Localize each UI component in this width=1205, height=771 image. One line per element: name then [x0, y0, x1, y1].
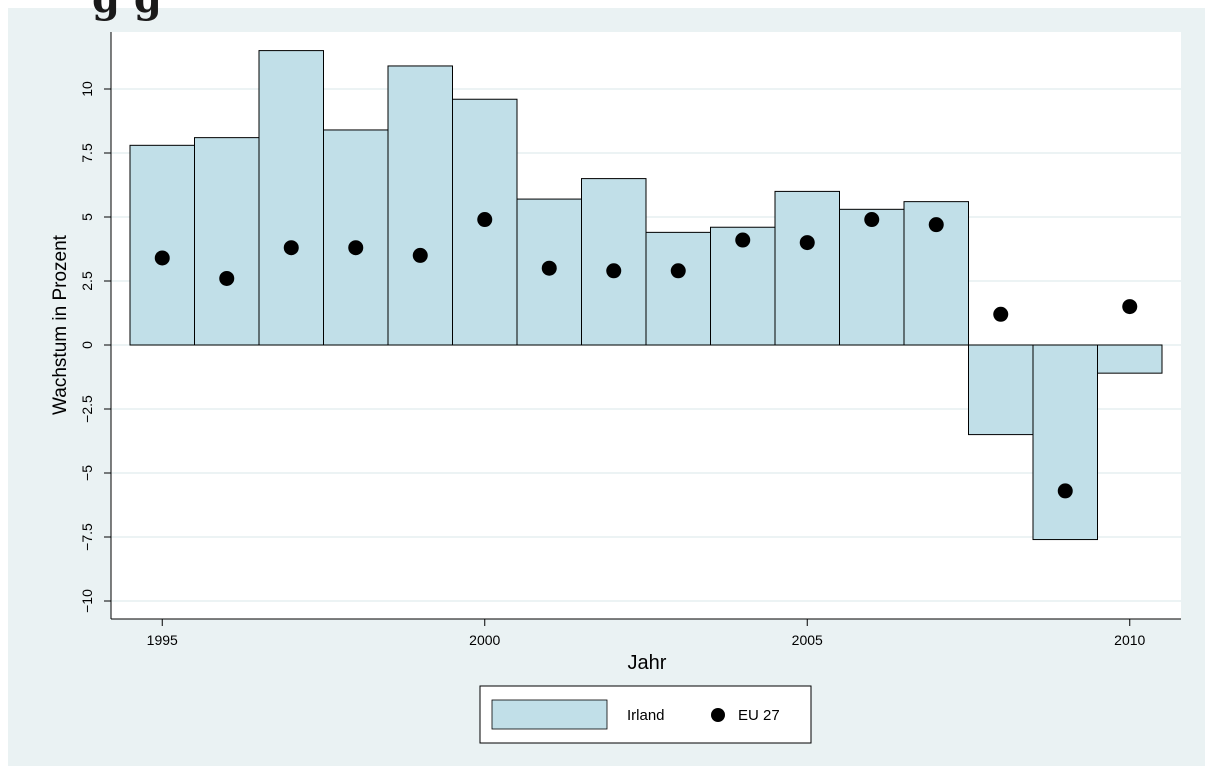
bar-irland-2002: [581, 178, 647, 346]
bar-irland-2009: [1032, 344, 1098, 541]
y-tick-label: −7.5: [79, 523, 95, 551]
x-tick-label: 1995: [147, 632, 178, 648]
legend-label-eu27: EU 27: [738, 707, 780, 724]
y-tick-label: −2.5: [79, 395, 95, 423]
point-eu27-2010: [1122, 299, 1138, 315]
bar-irland-2006: [839, 208, 905, 346]
point-eu27-2007: [928, 217, 944, 233]
chart-title-fragment: g g: [92, 0, 162, 22]
bar-irland-2010: [1097, 344, 1163, 374]
y-tick-label: −5: [79, 465, 95, 481]
legend-label-irland: Irland: [627, 707, 665, 724]
bar-irland-1998: [323, 129, 389, 346]
bar-irland-2008: [968, 344, 1034, 436]
point-eu27-2003: [670, 263, 686, 279]
bar-irland-2005: [774, 190, 840, 346]
point-eu27-2001: [541, 260, 557, 276]
legend-swatch-irland: [491, 699, 608, 730]
legend-marker-eu27: [711, 708, 725, 722]
y-axis-label: Wachstum in Prozent: [50, 234, 71, 415]
point-eu27-2000: [477, 212, 493, 228]
bar-irland-1997: [258, 50, 324, 346]
point-eu27-1997: [283, 240, 299, 256]
points-eu27: [154, 212, 1138, 499]
y-tick-label: 5: [79, 213, 95, 221]
point-eu27-1995: [154, 250, 170, 266]
point-eu27-2002: [606, 263, 622, 279]
bar-irland-1999: [387, 65, 453, 346]
x-ticks: 1995 2000 2005 2010: [147, 619, 1146, 648]
y-tick-label: 10: [79, 81, 95, 97]
point-eu27-1996: [219, 270, 235, 286]
x-tick-label: 2010: [1114, 632, 1145, 648]
y-tick-label: 7.5: [79, 143, 95, 163]
y-tick-label: 2.5: [79, 271, 95, 291]
y-tick-label: 0: [79, 341, 95, 349]
bars-irland: [129, 50, 1163, 541]
point-eu27-2005: [799, 235, 815, 251]
point-eu27-2004: [735, 232, 751, 248]
y-ticks: −10 −7.5 −5 −2.5 0 2.5 5 7.5 10: [79, 81, 111, 613]
x-tick-label: 2005: [792, 632, 823, 648]
x-axis-label: Jahr: [628, 652, 667, 674]
point-eu27-1998: [348, 240, 364, 256]
x-tick-label: 2000: [469, 632, 500, 648]
y-tick-label: −10: [79, 589, 95, 613]
point-eu27-1999: [412, 247, 428, 263]
bar-irland-1995: [129, 144, 195, 346]
bar-irland-2003: [645, 231, 711, 346]
point-eu27-2006: [864, 212, 880, 228]
bar-irland-1996: [194, 137, 260, 346]
legend: Irland EU 27: [479, 685, 812, 744]
point-eu27-2009: [1057, 483, 1073, 499]
point-eu27-2008: [993, 306, 1009, 322]
